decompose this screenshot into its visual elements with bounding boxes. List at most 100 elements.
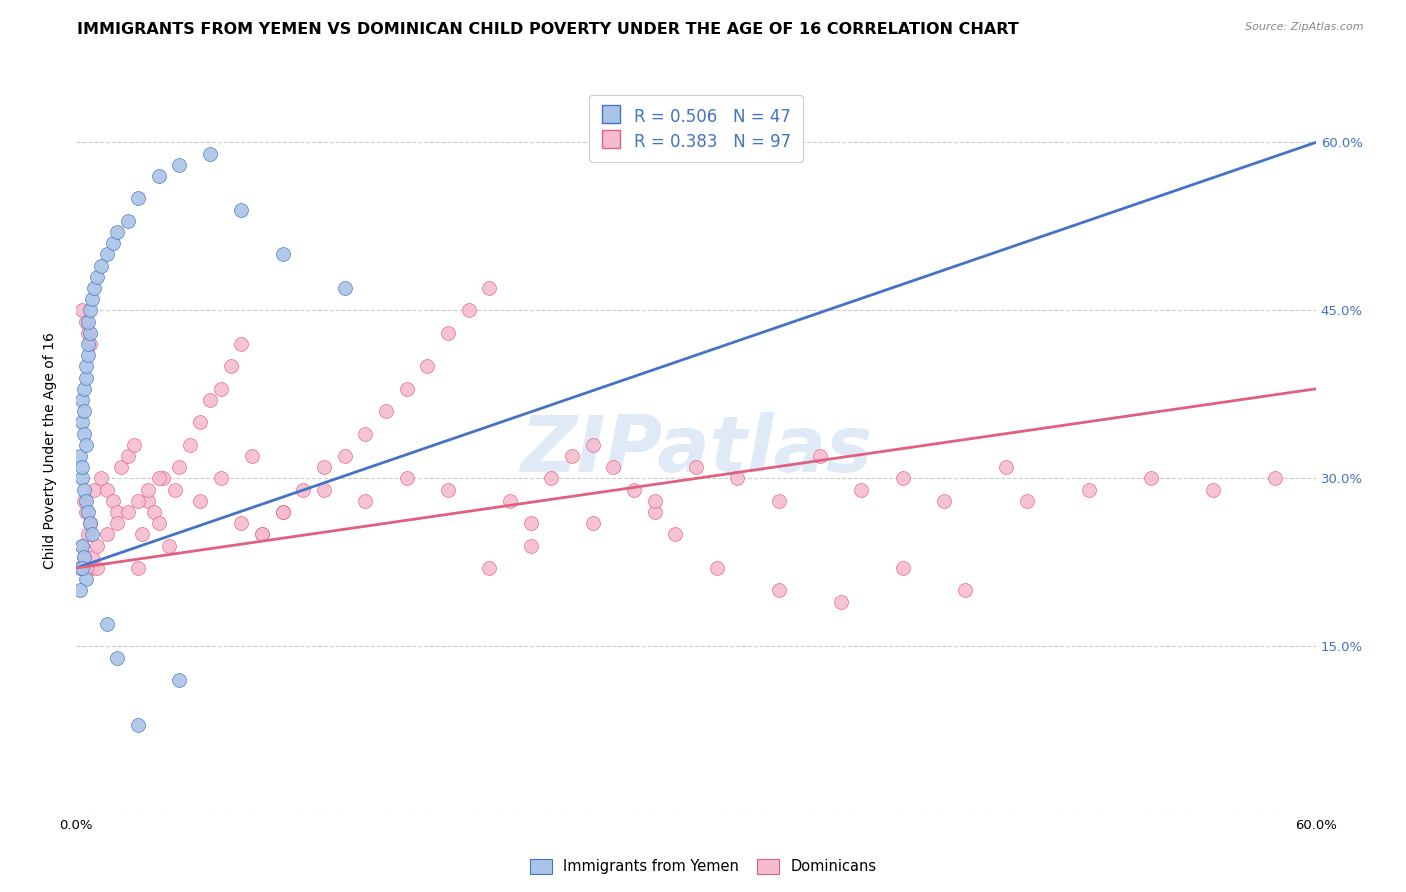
Point bbox=[69, 583, 91, 598]
Point bbox=[77, 348, 100, 362]
Point bbox=[73, 382, 96, 396]
Point bbox=[231, 337, 253, 351]
Point bbox=[77, 527, 100, 541]
Point bbox=[581, 438, 603, 452]
Point bbox=[932, 494, 955, 508]
Point bbox=[725, 136, 748, 150]
Point bbox=[105, 650, 128, 665]
Point bbox=[167, 158, 190, 172]
Point bbox=[271, 505, 294, 519]
Point bbox=[540, 471, 562, 485]
Point bbox=[271, 505, 294, 519]
Point bbox=[437, 326, 460, 340]
Point bbox=[457, 303, 479, 318]
Point bbox=[581, 516, 603, 531]
Point bbox=[519, 539, 541, 553]
Point bbox=[77, 337, 100, 351]
Point bbox=[70, 303, 93, 318]
Point bbox=[75, 438, 97, 452]
Point bbox=[70, 539, 93, 553]
Text: Source: ZipAtlas.com: Source: ZipAtlas.com bbox=[1246, 22, 1364, 32]
Point bbox=[83, 281, 105, 295]
Point bbox=[148, 169, 170, 183]
Point bbox=[157, 539, 180, 553]
Point bbox=[808, 449, 831, 463]
Point bbox=[395, 471, 418, 485]
Point bbox=[86, 561, 108, 575]
Point bbox=[105, 225, 128, 239]
Point bbox=[110, 460, 132, 475]
Point bbox=[127, 718, 149, 732]
Point bbox=[136, 483, 159, 497]
Point bbox=[136, 494, 159, 508]
Legend: Immigrants from Yemen, Dominicans: Immigrants from Yemen, Dominicans bbox=[524, 853, 882, 880]
Point bbox=[96, 527, 118, 541]
Point bbox=[1077, 483, 1099, 497]
Point bbox=[354, 426, 377, 441]
Point bbox=[77, 326, 100, 340]
Point bbox=[152, 471, 174, 485]
Point bbox=[73, 483, 96, 497]
Point bbox=[1264, 471, 1286, 485]
Point bbox=[768, 494, 790, 508]
Point bbox=[77, 505, 100, 519]
Point bbox=[1015, 494, 1038, 508]
Point bbox=[891, 561, 914, 575]
Point bbox=[82, 527, 104, 541]
Text: ZIPatlas: ZIPatlas bbox=[520, 412, 872, 489]
Point bbox=[148, 516, 170, 531]
Point bbox=[519, 516, 541, 531]
Point bbox=[75, 572, 97, 586]
Point bbox=[891, 471, 914, 485]
Point bbox=[188, 416, 211, 430]
Point bbox=[127, 191, 149, 205]
Point bbox=[953, 583, 976, 598]
Point bbox=[200, 392, 222, 407]
Point bbox=[167, 460, 190, 475]
Point bbox=[122, 438, 145, 452]
Point bbox=[374, 404, 396, 418]
Point bbox=[90, 259, 112, 273]
Point bbox=[478, 281, 501, 295]
Point bbox=[79, 516, 101, 531]
Text: IMMIGRANTS FROM YEMEN VS DOMINICAN CHILD POVERTY UNDER THE AGE OF 16 CORRELATION: IMMIGRANTS FROM YEMEN VS DOMINICAN CHILD… bbox=[77, 22, 1019, 37]
Point bbox=[75, 561, 97, 575]
Point bbox=[127, 494, 149, 508]
Point bbox=[96, 247, 118, 261]
Point bbox=[69, 449, 91, 463]
Point bbox=[725, 471, 748, 485]
Point bbox=[105, 505, 128, 519]
Point bbox=[86, 539, 108, 553]
Point bbox=[70, 392, 93, 407]
Point bbox=[83, 483, 105, 497]
Point bbox=[131, 527, 153, 541]
Point bbox=[79, 337, 101, 351]
Point bbox=[851, 483, 873, 497]
Point bbox=[70, 539, 93, 553]
Point bbox=[70, 416, 93, 430]
Point bbox=[105, 516, 128, 531]
Point bbox=[179, 438, 201, 452]
Point bbox=[79, 516, 101, 531]
Point bbox=[830, 595, 852, 609]
Point bbox=[70, 471, 93, 485]
Point bbox=[143, 505, 166, 519]
Point bbox=[77, 315, 100, 329]
Point bbox=[200, 146, 222, 161]
Point bbox=[395, 382, 418, 396]
Point bbox=[75, 370, 97, 384]
Point bbox=[75, 359, 97, 374]
Point bbox=[117, 214, 139, 228]
Y-axis label: Child Poverty Under the Age of 16: Child Poverty Under the Age of 16 bbox=[44, 332, 58, 569]
Point bbox=[623, 483, 645, 497]
Point bbox=[437, 483, 460, 497]
Point bbox=[101, 236, 124, 251]
Point bbox=[148, 471, 170, 485]
Point bbox=[69, 561, 91, 575]
Point bbox=[250, 527, 273, 541]
Point bbox=[231, 202, 253, 217]
Point bbox=[231, 516, 253, 531]
Point bbox=[644, 494, 666, 508]
Point bbox=[768, 583, 790, 598]
Point bbox=[354, 494, 377, 508]
